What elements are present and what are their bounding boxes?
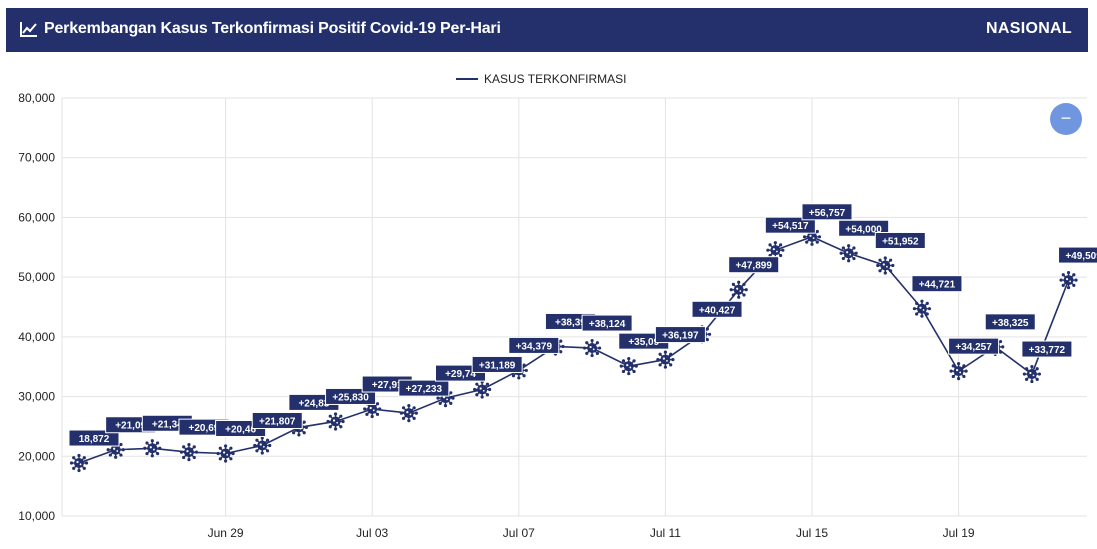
- virus-marker-icon: [619, 357, 638, 376]
- line-chart-icon: [20, 22, 37, 37]
- virus-marker-icon: [179, 443, 199, 462]
- data-label-text: +38,39: [555, 317, 586, 328]
- data-label-text: +27,233: [406, 384, 443, 395]
- y-tick-label: 40,000: [18, 330, 55, 344]
- data-label: +27,233: [398, 379, 450, 397]
- y-tick-label: 70,000: [18, 151, 55, 165]
- data-label: +34,257: [948, 337, 1000, 355]
- data-label-layer: 18,872 +21,09 +21,34 +20,69 +20,46+21,807+24…: [68, 203, 1097, 447]
- data-label: +36,197: [654, 326, 706, 344]
- data-label-text: +29,74: [445, 369, 476, 380]
- virus-marker-icon: [473, 380, 492, 399]
- virus-marker-icon: [216, 444, 235, 463]
- chart-title: Perkembangan Kasus Terkonfirmasi Positif…: [44, 20, 501, 37]
- data-label: +44,721: [911, 275, 963, 293]
- data-label-text: +47,899: [735, 261, 772, 272]
- data-label-text: +20,46: [225, 424, 256, 435]
- data-label-text: +34,379: [516, 341, 553, 352]
- data-label-text: +51,952: [882, 236, 919, 247]
- data-label-text: +27,91: [372, 380, 403, 391]
- legend: KASUS TERKONFIRMASI: [456, 72, 626, 86]
- virus-marker-icon: [399, 403, 418, 423]
- data-label-text: +20,69: [189, 423, 220, 434]
- x-tick-label: Jul 11: [650, 526, 681, 540]
- x-tick-label: Jun 29: [208, 526, 244, 540]
- chart-header: Perkembangan Kasus Terkonfirmasi Positif…: [6, 8, 1088, 52]
- data-label: +21,807: [251, 411, 303, 429]
- y-tick-label: 30,000: [18, 390, 55, 404]
- zoom-out-button[interactable]: −: [1050, 103, 1082, 135]
- y-tick-label: 80,000: [18, 91, 55, 105]
- data-label-text: +35,09: [628, 337, 659, 348]
- virus-marker-icon: [1059, 270, 1078, 290]
- virus-marker-icon: [876, 256, 895, 275]
- data-label-text: +34,257: [955, 342, 992, 353]
- virus-marker-icon: [1022, 364, 1041, 384]
- data-label: +34,379: [508, 336, 560, 354]
- legend-label: KASUS TERKONFIRMASI: [484, 72, 626, 86]
- data-label: 18,872: [68, 429, 120, 447]
- virus-marker-icon: [143, 439, 162, 458]
- scope-label: NASIONAL: [986, 20, 1072, 37]
- data-label: +38,325: [984, 313, 1036, 331]
- data-label-text: 18,872: [79, 434, 110, 445]
- data-label-text: +21,34: [152, 419, 183, 430]
- series-line-layer: [78, 235, 1070, 464]
- data-label-text: +21,09: [115, 421, 146, 432]
- data-label-text: +38,325: [992, 318, 1029, 329]
- data-label: +49,509: [1058, 246, 1097, 264]
- data-label: +54,517: [764, 216, 816, 234]
- virus-marker-icon: [253, 436, 272, 455]
- data-label-text: +33,772: [1029, 345, 1066, 356]
- data-label: +31,189: [471, 355, 523, 373]
- virus-marker-icon: [69, 453, 89, 473]
- y-tick-label: 50,000: [18, 270, 55, 284]
- data-label: +38,124: [581, 314, 633, 332]
- virus-marker-icon: [583, 338, 602, 358]
- virus-marker-icon: [326, 412, 345, 431]
- data-label-text: +54,517: [772, 221, 809, 232]
- grid-layer: 10,000 20,000 30,000 40,000 50,000 60,000 70,0…: [18, 91, 1087, 540]
- data-label-text: +49,509: [1065, 251, 1097, 262]
- y-tick-label: 60,000: [18, 210, 55, 224]
- series-line: [78, 235, 1070, 464]
- data-label-text: +21,807: [259, 416, 296, 427]
- data-label-text: +25,830: [332, 392, 369, 403]
- x-tick-label: Jul 15: [796, 526, 828, 540]
- y-tick-label: 20,000: [18, 449, 55, 463]
- virus-marker-icon: [949, 362, 968, 381]
- data-label-text: +24,83: [298, 398, 329, 409]
- data-label-text: +44,721: [919, 280, 956, 291]
- data-label-text: +31,189: [479, 360, 516, 371]
- data-label-text: +54,000: [845, 224, 882, 235]
- virus-marker-icon: [656, 350, 675, 369]
- data-label: +51,952: [874, 231, 926, 249]
- data-label-text: +56,757: [809, 208, 846, 219]
- data-label: +47,899: [728, 256, 780, 274]
- data-label: +56,757: [801, 203, 853, 221]
- data-label: +33,772: [1021, 340, 1073, 358]
- data-label-text: +36,197: [662, 331, 699, 342]
- virus-marker-icon: [839, 244, 858, 263]
- data-label-text: +40,427: [699, 305, 736, 316]
- x-tick-label: Jul 19: [943, 526, 975, 540]
- x-tick-label: Jul 03: [356, 526, 388, 540]
- x-tick-label: Jul 07: [503, 526, 535, 540]
- virus-marker-icon: [912, 299, 932, 318]
- data-label-text: +38,124: [589, 319, 626, 330]
- y-tick-label: 10,000: [18, 509, 55, 523]
- data-label: +40,427: [691, 300, 743, 318]
- virus-marker-icon: [729, 280, 748, 299]
